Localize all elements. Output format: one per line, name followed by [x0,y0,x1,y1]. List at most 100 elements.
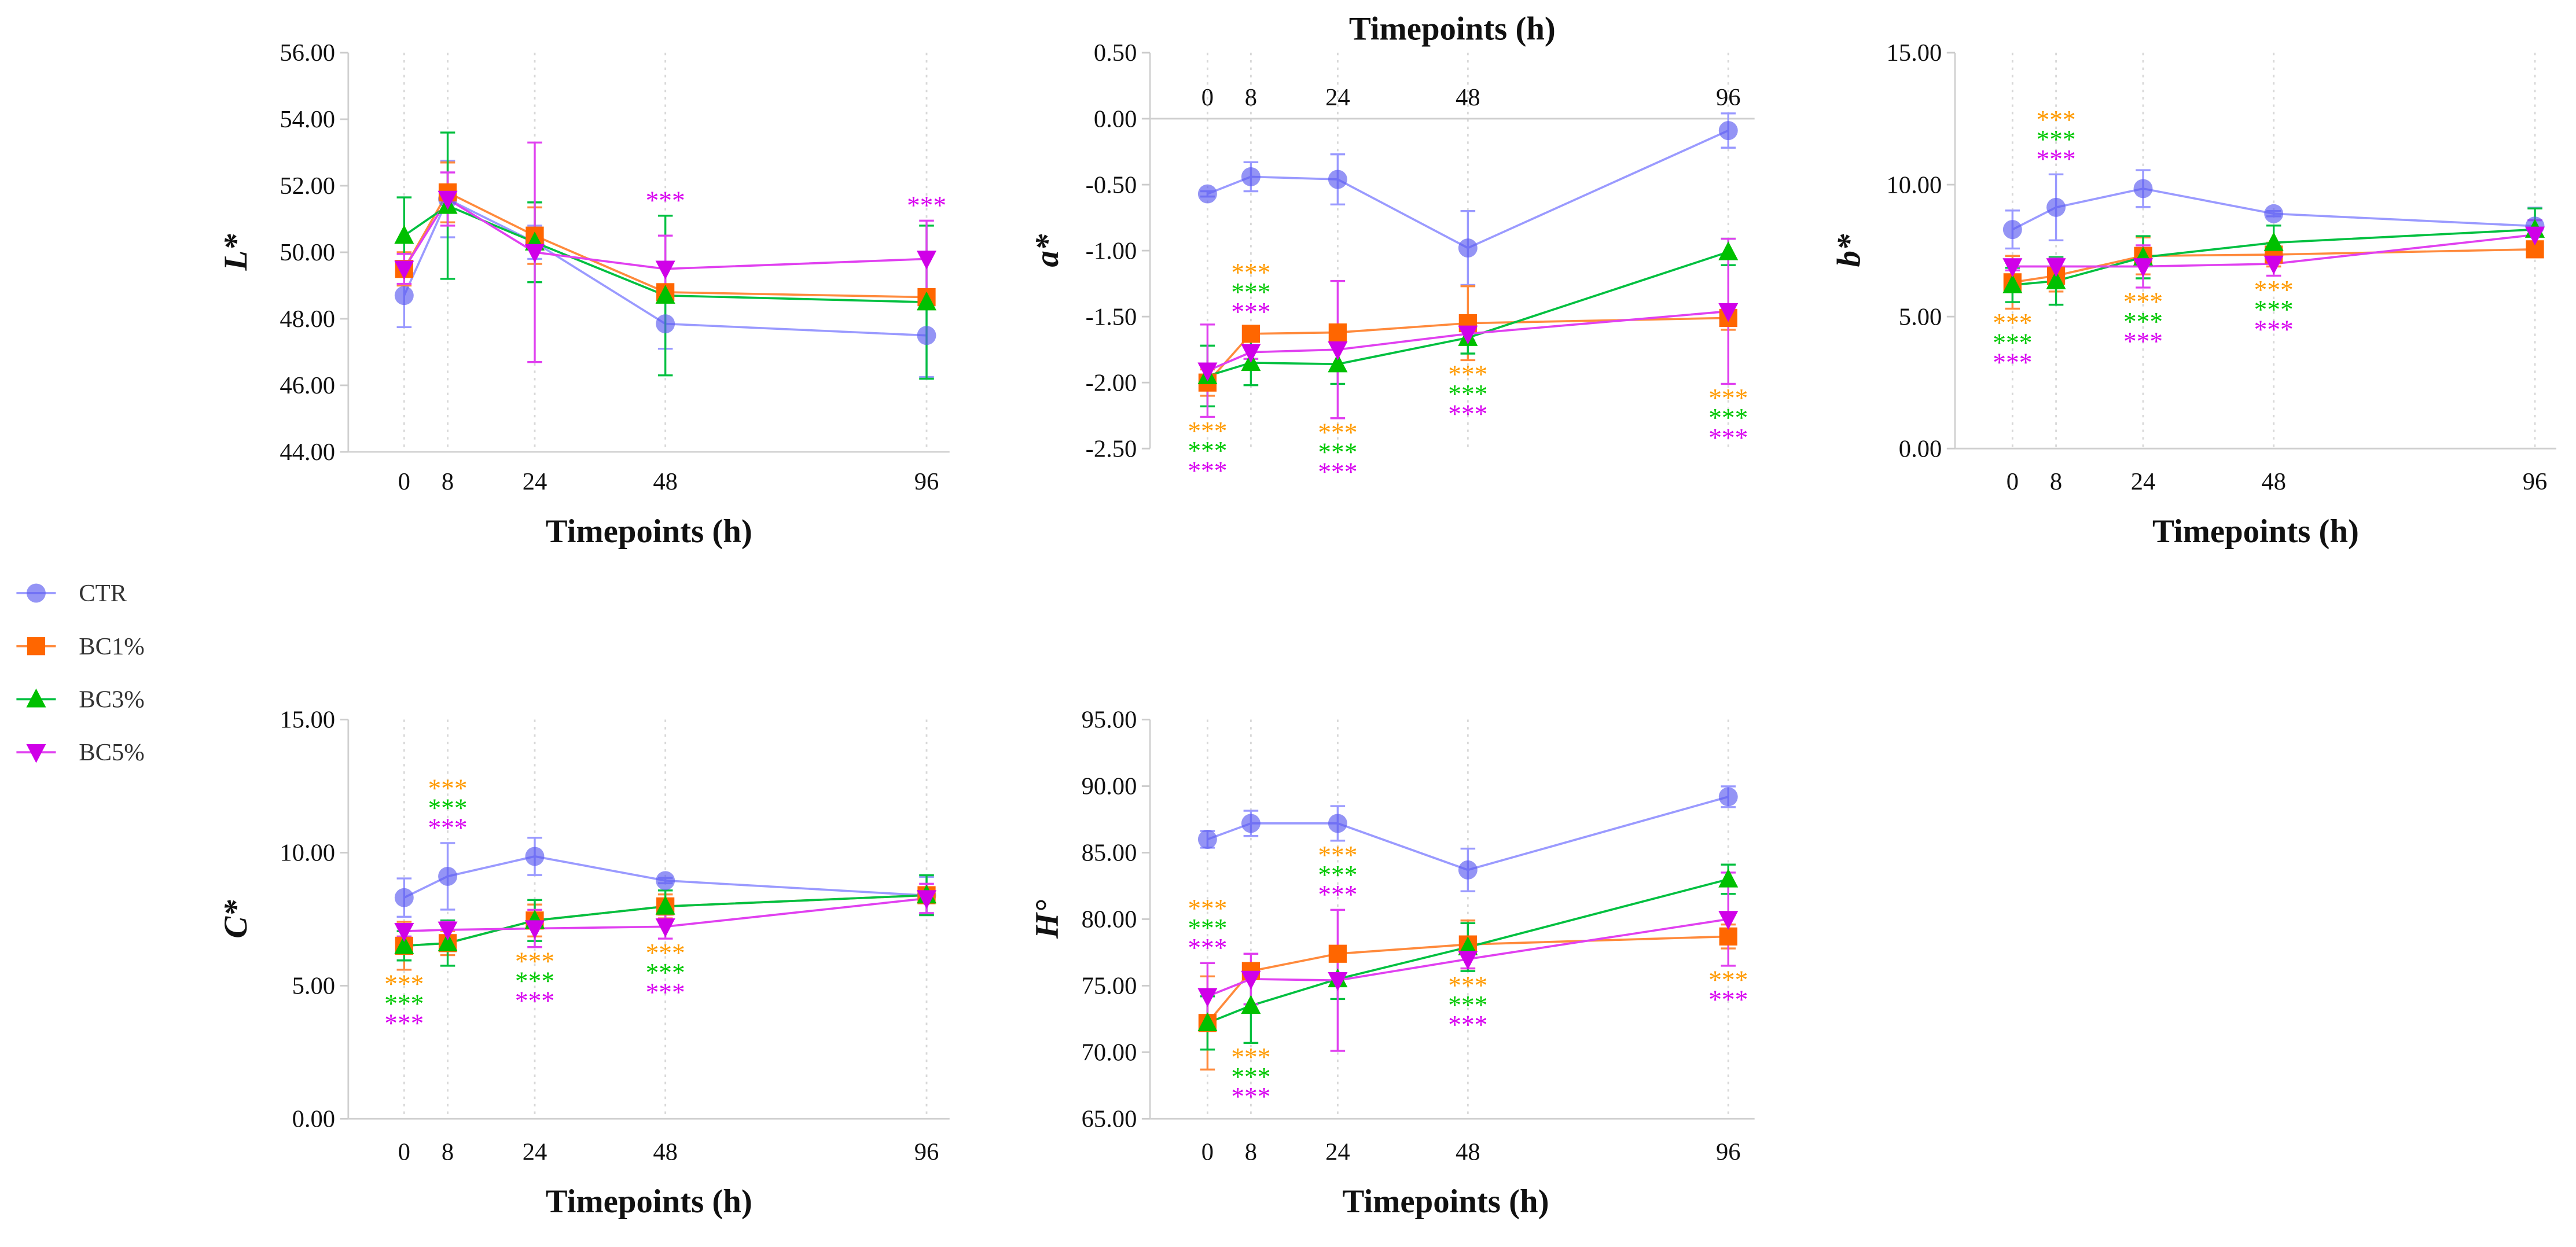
x-tick-label: 0 [2007,468,2019,495]
significance-marker: *** [2254,275,2294,304]
significance-marker: *** [1318,841,1357,870]
significance-marker: *** [1231,258,1270,287]
significance-marker: *** [1993,328,2032,357]
significance-marker: *** [1188,456,1227,485]
significance-marker: *** [1188,914,1227,943]
data-point [1458,860,1478,880]
data-point [438,190,458,210]
data-point [2264,204,2284,223]
data-point [394,922,414,942]
significance-marker: *** [1448,399,1487,428]
data-point [1458,936,1478,955]
legend-label: BC1% [79,633,145,660]
data-point [2046,197,2066,217]
x-tick-label: 24 [1325,84,1350,111]
y-tick-label: 15.00 [280,707,335,734]
data-point [1458,238,1478,258]
chart-2: -2.50 -2.00 -1.50 -1.00 -0.50 0.00 0.50 0 8 24 48 9… [1029,10,1755,487]
y-tick-label: 5.00 [1899,303,1942,330]
y-tick-label: 90.00 [1082,773,1137,800]
data-point [2133,179,2153,198]
x-axis-title: Timepoints (h) [1349,10,1556,47]
data-point [1197,1012,1218,1031]
x-tick-label: 0 [1201,1138,1214,1165]
data-point [2046,270,2066,289]
significance-marker: *** [1993,348,2032,377]
significance-marker: *** [1448,971,1487,1000]
y-tick-label: -1.00 [1086,237,1137,264]
legend-label: BC3% [79,686,145,713]
y-tick-label: -1.50 [1086,303,1137,330]
significance-marker: *** [2254,295,2294,324]
significance-marker: *** [2123,307,2163,336]
data-point [1458,951,1478,970]
significance-marker: *** [907,191,946,220]
significance-marker: *** [646,939,685,968]
chart-4: 0.00 5.00 10.00 15.00 0 8 24 48 96 Timepoints (h)… [218,707,950,1220]
y-tick-label: 50.00 [280,239,335,266]
data-point [656,314,675,334]
y-tick-label: 46.00 [280,372,335,399]
data-point [1328,353,1348,373]
x-tick-label: 96 [914,468,939,495]
data-point [655,895,675,915]
significance-marker: *** [1448,380,1487,409]
significance-marker: *** [646,186,685,215]
x-tick-label: 48 [1456,1138,1480,1165]
x-tick-label: 48 [1456,84,1480,111]
data-point [655,918,675,937]
data-point [2046,258,2066,277]
significance-marker: *** [646,978,685,1007]
data-point [656,871,675,891]
x-tick-label: 8 [1245,1138,1257,1165]
data-point [438,866,457,886]
significance-marker: *** [1708,966,1748,995]
x-tick-label: 48 [653,468,678,495]
significance-marker: *** [515,947,554,976]
data-point [2133,258,2154,277]
y-tick-label: 95.00 [1082,707,1137,734]
y-axis-title: H° [1029,900,1065,939]
data-point [917,326,936,345]
x-axis-title: Timepoints (h) [2152,513,2359,550]
significance-marker: *** [384,1009,424,1038]
significance-marker: *** [1188,417,1227,446]
data-point [1328,944,1347,963]
y-tick-label: 54.00 [280,106,335,133]
y-tick-label: 0.00 [1899,435,1942,462]
chart-5: 65.00 70.00 75.00 80.00 85.00 90.00 95.00 0 8 24 4… [1029,707,1755,1220]
significance-marker: *** [1708,384,1748,413]
legend-entry: BC1% [16,633,145,660]
data-point [1718,303,1739,322]
data-point [394,935,414,954]
data-point [2002,258,2023,277]
significance-marker: *** [1708,403,1748,432]
chart-3: 0.00 5.00 10.00 15.00 0 8 24 48 96 Timepoints (h)… [1831,39,2556,550]
significance-marker: *** [1231,1062,1270,1091]
data-point [1197,830,1217,849]
significance-marker: *** [1708,423,1748,452]
x-tick-label: 0 [1201,84,1214,111]
y-tick-label: 52.00 [280,172,335,200]
significance-marker: *** [2037,125,2076,154]
y-tick-label: 0.00 [292,1106,335,1133]
data-point [916,291,937,311]
x-tick-label: 8 [1245,84,1257,111]
significance-marker: *** [1231,297,1270,326]
data-point [1197,362,1218,382]
legend-entry: BC5% [16,739,145,766]
data-point [1328,814,1347,833]
y-tick-label: 0.00 [1094,105,1137,133]
legend-entry: BC3% [16,686,145,713]
data-point [655,260,675,280]
y-tick-label: 10.00 [280,840,335,867]
chart-1: 44.00 46.00 48.00 50.00 52.00 54.00 56.00 0 8 24 4… [218,39,950,550]
significance-marker: *** [2254,315,2294,344]
significance-marker: *** [1188,894,1227,923]
significance-marker: *** [1231,278,1270,307]
significance-marker: *** [515,967,554,996]
x-tick-label: 8 [442,1138,454,1165]
data-point [1718,869,1739,888]
data-point [2525,226,2545,246]
